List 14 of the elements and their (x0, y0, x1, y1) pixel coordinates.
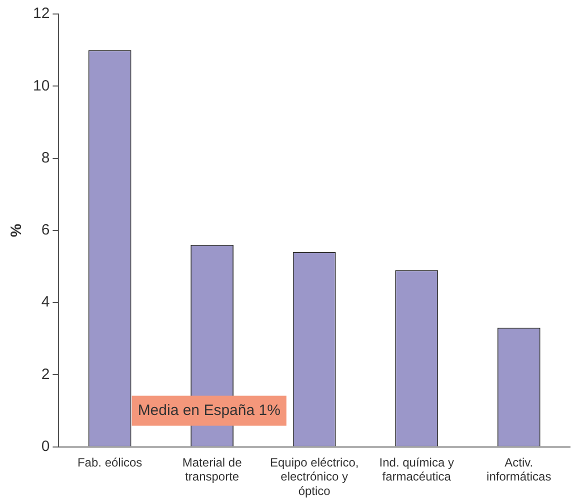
y-tick-label: 4 (41, 294, 50, 311)
x-tick-label: Fab. eólicos (77, 455, 142, 470)
x-tick-label: Equipo eléctrico, electrónico y óptico (270, 455, 359, 498)
y-tick-label: 10 (32, 77, 50, 94)
y-tick-label: 6 (41, 222, 50, 239)
x-tick-label: Activ. informáticas (486, 455, 552, 484)
y-tick-label: 0 (41, 438, 50, 455)
y-tick-label: 2 (41, 366, 50, 383)
x-tick-label: Ind. química y farmacéutica (379, 455, 454, 484)
annotation: Media en España 1% (138, 402, 280, 419)
y-tick-label: 12 (32, 5, 50, 22)
y-axis-title: % (8, 224, 26, 238)
x-tick-label: Material de transporte (182, 455, 242, 484)
y-tick-label: 8 (41, 149, 50, 166)
